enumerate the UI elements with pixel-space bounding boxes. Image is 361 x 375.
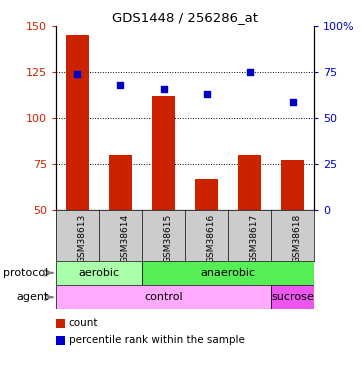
Text: aerobic: aerobic (78, 268, 119, 278)
Bar (238, 155, 261, 210)
Text: protocol: protocol (4, 268, 49, 278)
Text: GSM38614: GSM38614 (121, 214, 130, 263)
Point (290, 99, 295, 105)
Title: GDS1448 / 256286_at: GDS1448 / 256286_at (112, 11, 258, 24)
Text: GSM38618: GSM38618 (292, 214, 301, 263)
Point (247, 69, 252, 75)
Text: GSM38616: GSM38616 (206, 214, 216, 263)
Bar (142, 261, 314, 285)
Bar (66, 36, 89, 210)
Text: GSM38617: GSM38617 (249, 214, 258, 263)
Bar (152, 96, 175, 210)
Text: anaerobic: anaerobic (200, 268, 256, 278)
Text: GSM38613: GSM38613 (78, 214, 87, 263)
Bar (271, 285, 314, 309)
Bar (109, 155, 132, 210)
Point (75, 71, 81, 77)
Text: agent: agent (16, 292, 49, 302)
Text: count: count (69, 318, 98, 328)
Text: percentile rank within the sample: percentile rank within the sample (69, 335, 244, 345)
Text: control: control (144, 292, 183, 302)
Point (118, 82, 123, 88)
Text: sucrose: sucrose (271, 292, 314, 302)
Text: GSM38615: GSM38615 (164, 214, 173, 263)
Bar (195, 179, 218, 210)
Bar (56, 261, 142, 285)
Point (161, 86, 166, 92)
Bar (56, 285, 271, 309)
Bar (281, 160, 304, 210)
Point (204, 91, 209, 97)
